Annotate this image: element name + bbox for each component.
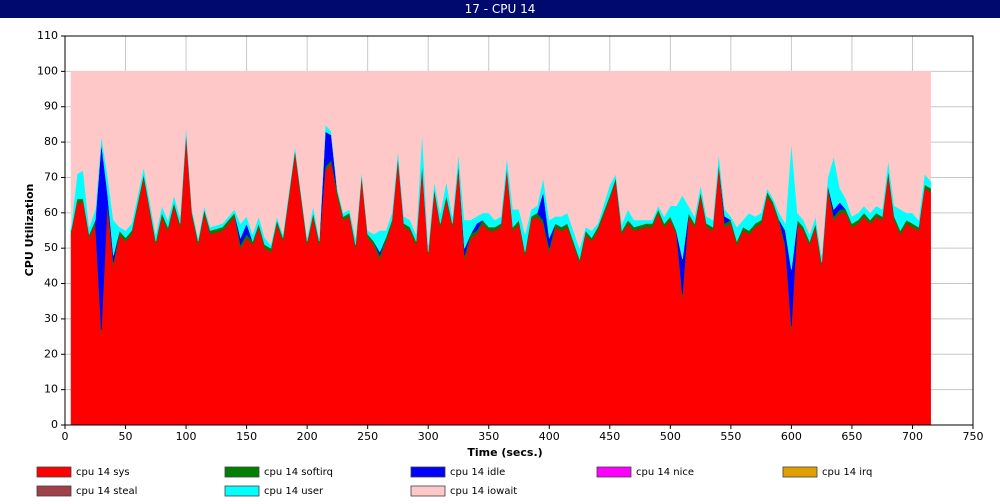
y-tick-label: 100 [37, 64, 58, 77]
plot-border [64, 35, 974, 426]
legend-label: cpu 14 irq [822, 467, 872, 478]
legend-swatch [596, 466, 632, 478]
y-tick-label: 70 [44, 170, 58, 183]
y-tick-label: 10 [44, 383, 58, 396]
x-tick-label: 250 [357, 430, 378, 443]
x-tick-label: 750 [963, 430, 984, 443]
x-tick-label: 550 [720, 430, 741, 443]
x-tick-label: 450 [599, 430, 620, 443]
x-tick-label: 0 [62, 430, 69, 443]
legend-label: cpu 14 idle [450, 467, 505, 478]
x-axis-label: Time (secs.) [467, 446, 542, 459]
y-tick-label: 20 [44, 347, 58, 360]
y-tick-label: 50 [44, 241, 58, 254]
y-tick-label: 110 [37, 29, 58, 42]
chart-title: 17 - CPU 14 [465, 2, 536, 16]
y-tick-label: 30 [44, 312, 58, 325]
x-tick-label: 500 [660, 430, 681, 443]
y-tick-label: 60 [44, 206, 58, 219]
legend-label: cpu 14 steal [76, 486, 137, 497]
x-tick-label: 150 [236, 430, 257, 443]
legend-swatch [224, 485, 260, 497]
y-tick-label: 40 [44, 277, 58, 290]
legend-label: cpu 14 iowait [450, 486, 517, 497]
legend-swatch [36, 466, 72, 478]
legend-swatch [410, 466, 446, 478]
x-tick-label: 350 [478, 430, 499, 443]
legend-label: cpu 14 sys [76, 467, 130, 478]
legend-label: cpu 14 nice [636, 467, 694, 478]
y-tick-label: 90 [44, 100, 58, 113]
title-bar [0, 0, 1000, 18]
x-tick-label: 600 [781, 430, 802, 443]
x-tick-label: 400 [539, 430, 560, 443]
y-axis-label: CPU Utilization [23, 184, 36, 277]
y-tick-label: 80 [44, 135, 58, 148]
legend-swatch [410, 485, 446, 497]
area [70, 71, 931, 256]
legend-swatch [224, 466, 260, 478]
legend-label: cpu 14 softirq [264, 467, 333, 478]
legend-swatch [782, 466, 818, 478]
x-tick-label: 650 [841, 430, 862, 443]
x-tick-label: 100 [176, 430, 197, 443]
y-tick-label: 0 [51, 418, 58, 431]
x-tick-label: 50 [119, 430, 133, 443]
x-tick-label: 700 [902, 430, 923, 443]
legend-swatch [36, 485, 72, 497]
x-tick-label: 200 [297, 430, 318, 443]
x-tick-label: 300 [418, 430, 439, 443]
legend-label: cpu 14 user [264, 486, 324, 497]
